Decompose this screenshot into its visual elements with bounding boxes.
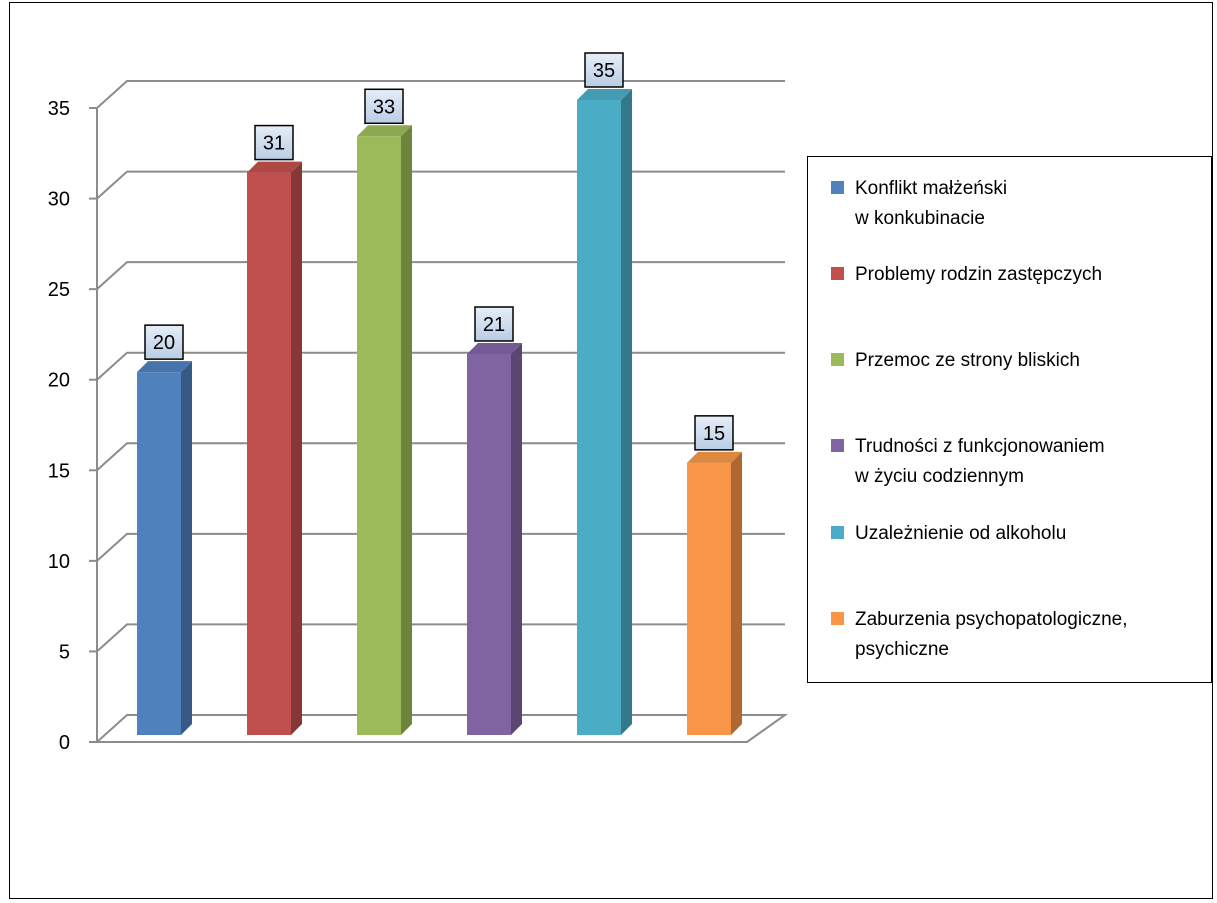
bar-front [247, 172, 291, 736]
legend-swatch [831, 439, 844, 452]
y-tick-label: 35 [48, 98, 70, 120]
data-label-text: 35 [593, 60, 615, 82]
bar-top [357, 125, 412, 137]
legend-swatch [831, 267, 844, 280]
gridline [96, 351, 785, 381]
data-label-text: 33 [373, 96, 395, 118]
y-tick-label: 15 [48, 460, 70, 482]
bar [247, 161, 302, 736]
data-label-text: 15 [703, 423, 725, 445]
bar-top [137, 361, 192, 373]
legend-label: Trudności z funkcjonowaniem w życiu codz… [855, 436, 1105, 487]
chart-walls [96, 108, 789, 743]
gridline [96, 170, 785, 200]
y-tick-label: 5 [59, 641, 70, 663]
legend-swatch [831, 526, 844, 539]
y-tick-label: 30 [48, 189, 70, 211]
data-label: 20 [144, 324, 184, 360]
bar-front [137, 372, 181, 735]
data-label-box [474, 306, 514, 342]
bar-side [401, 125, 412, 736]
legend-label: Uzależnienie od alkoholu [855, 523, 1067, 544]
legend-label: Zaburzenia psychopatologiczne, psychiczn… [855, 609, 1128, 660]
bar-side [511, 343, 522, 735]
data-label: 35 [584, 52, 624, 88]
gridline [96, 261, 785, 290]
bar-front [467, 354, 511, 735]
chart-bars [137, 89, 742, 736]
data-label-text: 21 [483, 314, 505, 336]
bar-top [247, 161, 302, 173]
y-axis-tick-labels: 0 5 10 15 20 25 30 35 [48, 98, 70, 754]
gridline [96, 442, 785, 472]
chart-data-labels: 20 31 33 21 35 15 [144, 52, 734, 451]
data-label-box [144, 324, 184, 360]
legend-label: Problemy rodzin zastępczych [855, 264, 1103, 285]
bar-top [687, 451, 742, 463]
data-label: 15 [694, 415, 734, 451]
legend-label: Przemoc ze strony bliskich [855, 350, 1080, 371]
bar-top [577, 89, 632, 100]
chart-floor [96, 714, 789, 743]
bar [357, 125, 412, 736]
legend-swatch [831, 353, 844, 366]
gridline [96, 80, 785, 109]
legend-label: Konflikt małżeński w konkubinacie [855, 178, 1008, 229]
data-label-text: 20 [153, 332, 175, 354]
bar-side [291, 161, 302, 736]
y-tick-label: 0 [59, 732, 70, 754]
data-label: 31 [254, 124, 294, 161]
data-label: 33 [364, 88, 404, 125]
bar-side [181, 361, 192, 735]
data-label-text: 31 [263, 133, 285, 155]
bar-side [621, 89, 632, 735]
bar [467, 343, 522, 735]
bar-front [357, 136, 401, 736]
bar [687, 451, 742, 735]
y-tick-label: 10 [48, 551, 70, 573]
data-label-box [254, 124, 294, 161]
bar [577, 89, 632, 735]
y-tick-label: 20 [48, 370, 70, 392]
legend-swatch [831, 612, 844, 625]
bar-top [467, 343, 522, 354]
gridline [96, 623, 785, 653]
bar [137, 361, 192, 735]
bar-front [687, 462, 731, 735]
gridline [96, 532, 785, 562]
data-label-box [694, 415, 734, 451]
chart-legend: Konflikt małżeński w konkubinacie Proble… [807, 156, 1212, 683]
chart-gridlines [89, 80, 785, 743]
data-label: 21 [474, 306, 514, 342]
bar-side [731, 451, 742, 735]
data-label-box [364, 88, 404, 125]
data-label-box [584, 52, 624, 88]
bar-front [577, 100, 621, 735]
y-tick-label: 25 [48, 279, 70, 301]
legend-swatch [831, 181, 844, 194]
